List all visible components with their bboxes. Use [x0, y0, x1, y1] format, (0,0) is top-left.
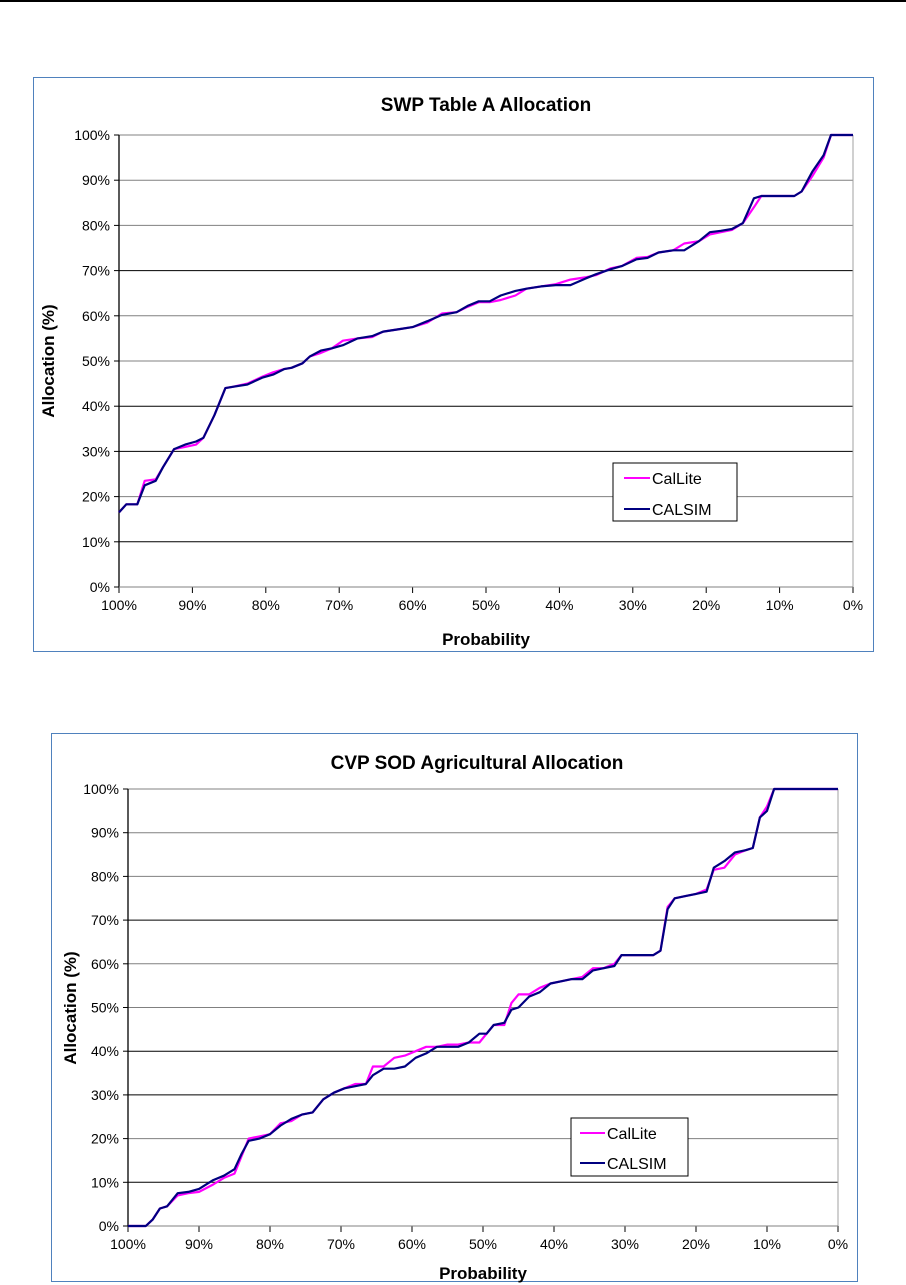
x-tick-label: 50% [469, 1236, 497, 1252]
x-tick-label: 50% [472, 597, 500, 613]
y-tick-label: 70% [82, 263, 110, 279]
y-tick-label: 90% [91, 825, 119, 841]
y-tick-label: 80% [91, 868, 119, 884]
y-tick-label: 30% [82, 443, 110, 459]
legend: CalLite CALSIM [612, 462, 738, 522]
series-line-callite [118, 133, 853, 514]
x-tick-label: 80% [256, 1236, 284, 1252]
chart-title: SWP Table A Allocation [381, 95, 591, 116]
y-tick-label: 0% [90, 579, 110, 595]
legend-label-callite: CalLite [652, 471, 702, 488]
x-tick-label: 10% [766, 597, 794, 613]
series-line-calsim [128, 787, 838, 1228]
x-tick-label: 60% [399, 597, 427, 613]
x-tick-label: 40% [545, 597, 573, 613]
y-axis-label: Allocation (%) [39, 304, 58, 417]
x-tick-label: 100% [110, 1236, 146, 1252]
x-tick-label: 70% [325, 597, 353, 613]
y-tick-label: 20% [82, 489, 110, 505]
chart-cvp-sod-agricultural: CVP SOD Agricultural Allocation Probabil… [61, 753, 848, 1283]
y-tick-label: 80% [82, 217, 110, 233]
chart-title: CVP SOD Agricultural Allocation [331, 753, 624, 774]
x-tick-label: 70% [327, 1236, 355, 1252]
chart-swp-table-a: SWP Table A Allocation Probability Alloc… [39, 95, 863, 649]
y-tick-label: 0% [99, 1218, 119, 1234]
chart-frame-swp [33, 77, 874, 652]
y-tick-label: 20% [91, 1131, 119, 1147]
x-tick-label: 80% [252, 597, 280, 613]
y-axis-label: Allocation (%) [61, 951, 80, 1064]
x-tick-label: 100% [101, 597, 137, 613]
y-tick-label: 60% [91, 956, 119, 972]
x-tick-label: 0% [828, 1236, 848, 1252]
y-tick-label: 100% [83, 781, 119, 797]
y-tick-label: 60% [82, 308, 110, 324]
y-tick-label: 50% [91, 1000, 119, 1016]
x-tick-label: 20% [682, 1236, 710, 1252]
x-tick-label: 60% [398, 1236, 426, 1252]
y-tick-label: 40% [82, 398, 110, 414]
x-tick-label: 10% [753, 1236, 781, 1252]
legend: CalLite CALSIM [570, 1117, 689, 1177]
x-tick-label: 40% [540, 1236, 568, 1252]
y-tick-label: 30% [91, 1087, 119, 1103]
legend-box [570, 1117, 689, 1177]
x-axis-label: Probability [442, 630, 530, 649]
y-tick-label: 90% [82, 172, 110, 188]
y-tick-label: 70% [91, 912, 119, 928]
x-tick-label: 90% [178, 597, 206, 613]
y-tick-label: 10% [91, 1174, 119, 1190]
y-tick-label: 40% [91, 1043, 119, 1059]
x-tick-label: 30% [619, 597, 647, 613]
legend-box [612, 462, 738, 522]
x-tick-label: 20% [692, 597, 720, 613]
x-tick-label: 0% [843, 597, 863, 613]
x-tick-label: 30% [611, 1236, 639, 1252]
page-top-rule [0, 0, 906, 2]
x-axis-label: Probability [439, 1264, 527, 1283]
x-tick-label: 90% [185, 1236, 213, 1252]
y-tick-label: 100% [74, 127, 110, 143]
legend-label-calsim: CALSIM [607, 1156, 667, 1173]
legend-label-calsim: CALSIM [652, 502, 712, 519]
series-line-calsim [118, 133, 853, 514]
legend-label-callite: CalLite [607, 1126, 657, 1143]
y-tick-label: 50% [82, 353, 110, 369]
y-tick-label: 10% [82, 534, 110, 550]
